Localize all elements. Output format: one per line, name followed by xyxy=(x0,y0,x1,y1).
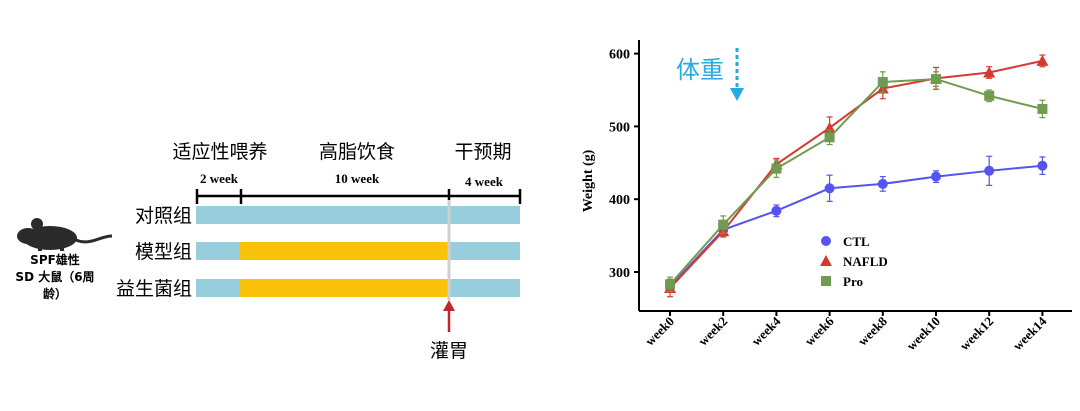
series-pro xyxy=(665,71,1048,293)
duration-label-high-fat: 10 week xyxy=(335,171,380,186)
animal-label-line-2: SD 大鼠（6周 xyxy=(15,269,94,284)
group-bar-probiotic xyxy=(196,279,520,297)
x-tick-label: week4 xyxy=(748,313,783,348)
data-point xyxy=(718,219,729,230)
duration-label-intervention: 4 week xyxy=(465,174,504,189)
legend-label: Pro xyxy=(843,274,863,289)
y-tick-label: 400 xyxy=(609,193,630,208)
x-tick-label: week14 xyxy=(1010,313,1050,353)
data-point xyxy=(824,132,835,143)
bar-segment xyxy=(448,279,520,297)
data-point xyxy=(1037,160,1048,171)
x-tick-label: week10 xyxy=(903,314,943,354)
animal-label-line-1: SPF雄性 xyxy=(30,252,80,267)
animal-label-line-3: 龄） xyxy=(43,286,67,301)
group-bar-model xyxy=(196,242,520,260)
y-ticks: 300 400 500 600 xyxy=(609,48,639,281)
legend-marker xyxy=(820,255,832,266)
mouse-icon xyxy=(17,218,113,251)
weight-annotation: 体重 xyxy=(676,56,724,84)
x-tick-label: week8 xyxy=(855,313,890,348)
x-tick-label: week12 xyxy=(957,314,997,354)
down-arrow-icon xyxy=(730,48,744,101)
y-tick-label: 300 xyxy=(609,266,630,281)
timeline-axis xyxy=(195,189,522,204)
data-point xyxy=(877,76,888,87)
data-point xyxy=(1036,54,1049,66)
gavage-label: 灌胃 xyxy=(430,340,468,362)
data-point xyxy=(771,205,782,216)
y-tick-label: 600 xyxy=(609,48,630,63)
x-tick-label: week0 xyxy=(642,314,677,349)
data-point xyxy=(665,279,675,290)
bar-segment xyxy=(448,242,520,260)
group-bar-control xyxy=(196,206,520,224)
data-point xyxy=(824,183,835,194)
gavage-arrow-icon xyxy=(443,300,455,332)
legend-label: CTL xyxy=(843,234,870,249)
chart-legend: CTL NAFLD Pro xyxy=(820,234,888,289)
data-point xyxy=(984,165,995,176)
phase-label-intervention: 干预期 xyxy=(454,141,511,163)
chart-plot-area xyxy=(664,54,1049,298)
phase-label-acclimation: 适应性喂养 xyxy=(172,141,267,163)
y-axis-label: Weight (g) xyxy=(581,149,596,212)
phase-label-high-fat: 高脂饮食 xyxy=(319,141,395,163)
x-tick-label: week6 xyxy=(802,313,837,348)
group-label-control: 对照组 xyxy=(135,205,192,227)
bar-segment xyxy=(240,242,448,260)
data-point xyxy=(931,171,941,182)
experiment-schematic: SPF雄性 SD 大鼠（6周 龄） 适应性喂养 高脂饮食 干预期 2 week … xyxy=(15,141,522,362)
data-point xyxy=(931,74,941,85)
data-point xyxy=(983,66,996,78)
bar-segment xyxy=(196,206,520,224)
group-label-probiotic: 益生菌组 xyxy=(116,278,192,300)
bar-segment xyxy=(196,279,240,297)
series-line xyxy=(669,164,1043,288)
x-ticks: week0 week2 week4 week6 week8 week10 week12 wee… xyxy=(642,311,1050,353)
data-point xyxy=(1037,103,1048,114)
legend-marker xyxy=(821,276,831,286)
legend-label: NAFLD xyxy=(843,254,888,269)
series-line xyxy=(669,59,1043,289)
data-point xyxy=(984,90,995,101)
duration-label-acclimation: 2 week xyxy=(200,171,239,186)
y-tick-label: 500 xyxy=(609,120,630,135)
x-tick-label: week2 xyxy=(695,314,730,349)
series-line xyxy=(669,78,1043,286)
data-point xyxy=(771,163,782,174)
bar-segment xyxy=(240,279,448,297)
legend-marker xyxy=(821,236,831,246)
data-point xyxy=(877,178,888,189)
bar-segment xyxy=(196,242,240,260)
group-label-model: 模型组 xyxy=(135,241,192,263)
